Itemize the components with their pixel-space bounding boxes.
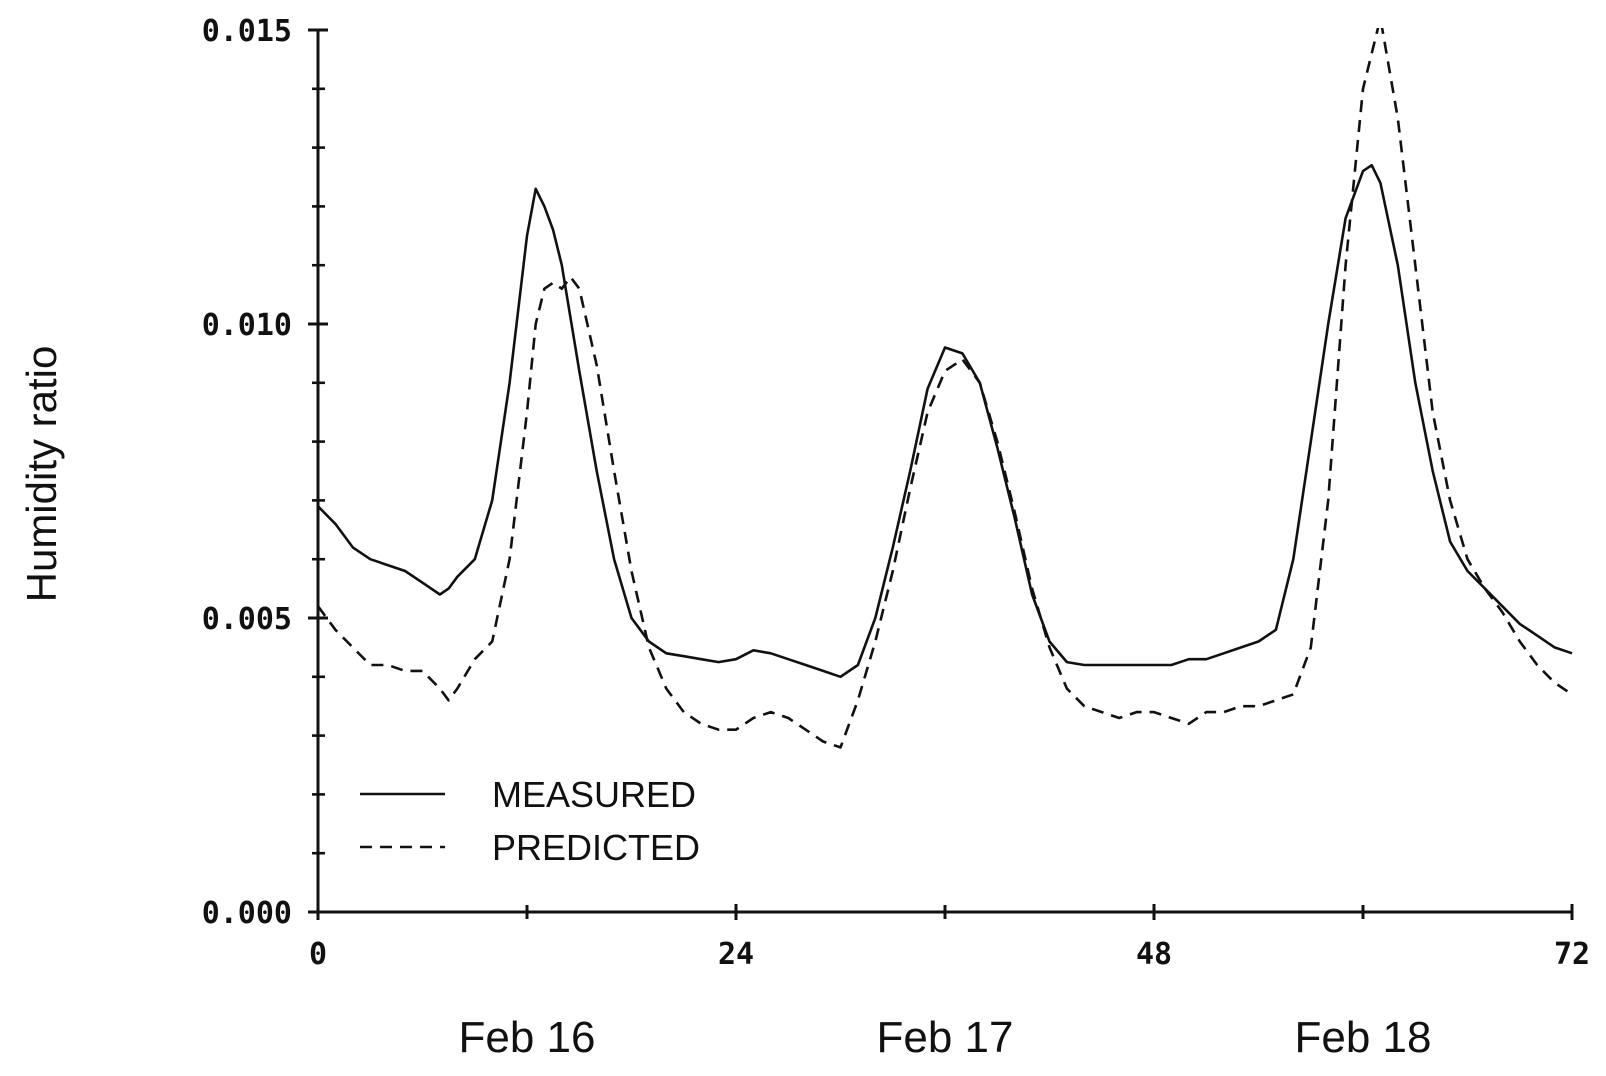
series-predicted-line <box>316 28 1573 749</box>
x-tick-label: 48 <box>1136 937 1172 972</box>
series-lines <box>316 28 1573 749</box>
legend: MEASURED PREDICTED <box>360 774 700 868</box>
tick-labels: 0.000 0.005 0.010 0.015 0 24 48 72 Feb 16 Feb 17 F… <box>202 14 1590 1062</box>
day-label: Feb 17 <box>877 1013 1014 1062</box>
series-measured-line <box>317 163 1573 679</box>
day-label: Feb 18 <box>1295 1013 1432 1062</box>
y-axis-title: Humidity ratio <box>18 346 65 603</box>
day-label: Feb 16 <box>459 1013 596 1062</box>
y-tick-label: 0.005 <box>202 602 292 637</box>
x-tick-label: 24 <box>718 937 754 972</box>
y-tick-label: 0.010 <box>202 308 292 343</box>
x-tick-label: 0 <box>309 937 327 972</box>
x-tick-label: 72 <box>1554 937 1590 972</box>
y-tick-label: 0.015 <box>202 14 292 49</box>
legend-label-predicted: PREDICTED <box>492 827 700 868</box>
legend-label-measured: MEASURED <box>492 774 696 815</box>
ticks <box>308 28 1574 920</box>
y-tick-label: 0.000 <box>202 896 292 931</box>
